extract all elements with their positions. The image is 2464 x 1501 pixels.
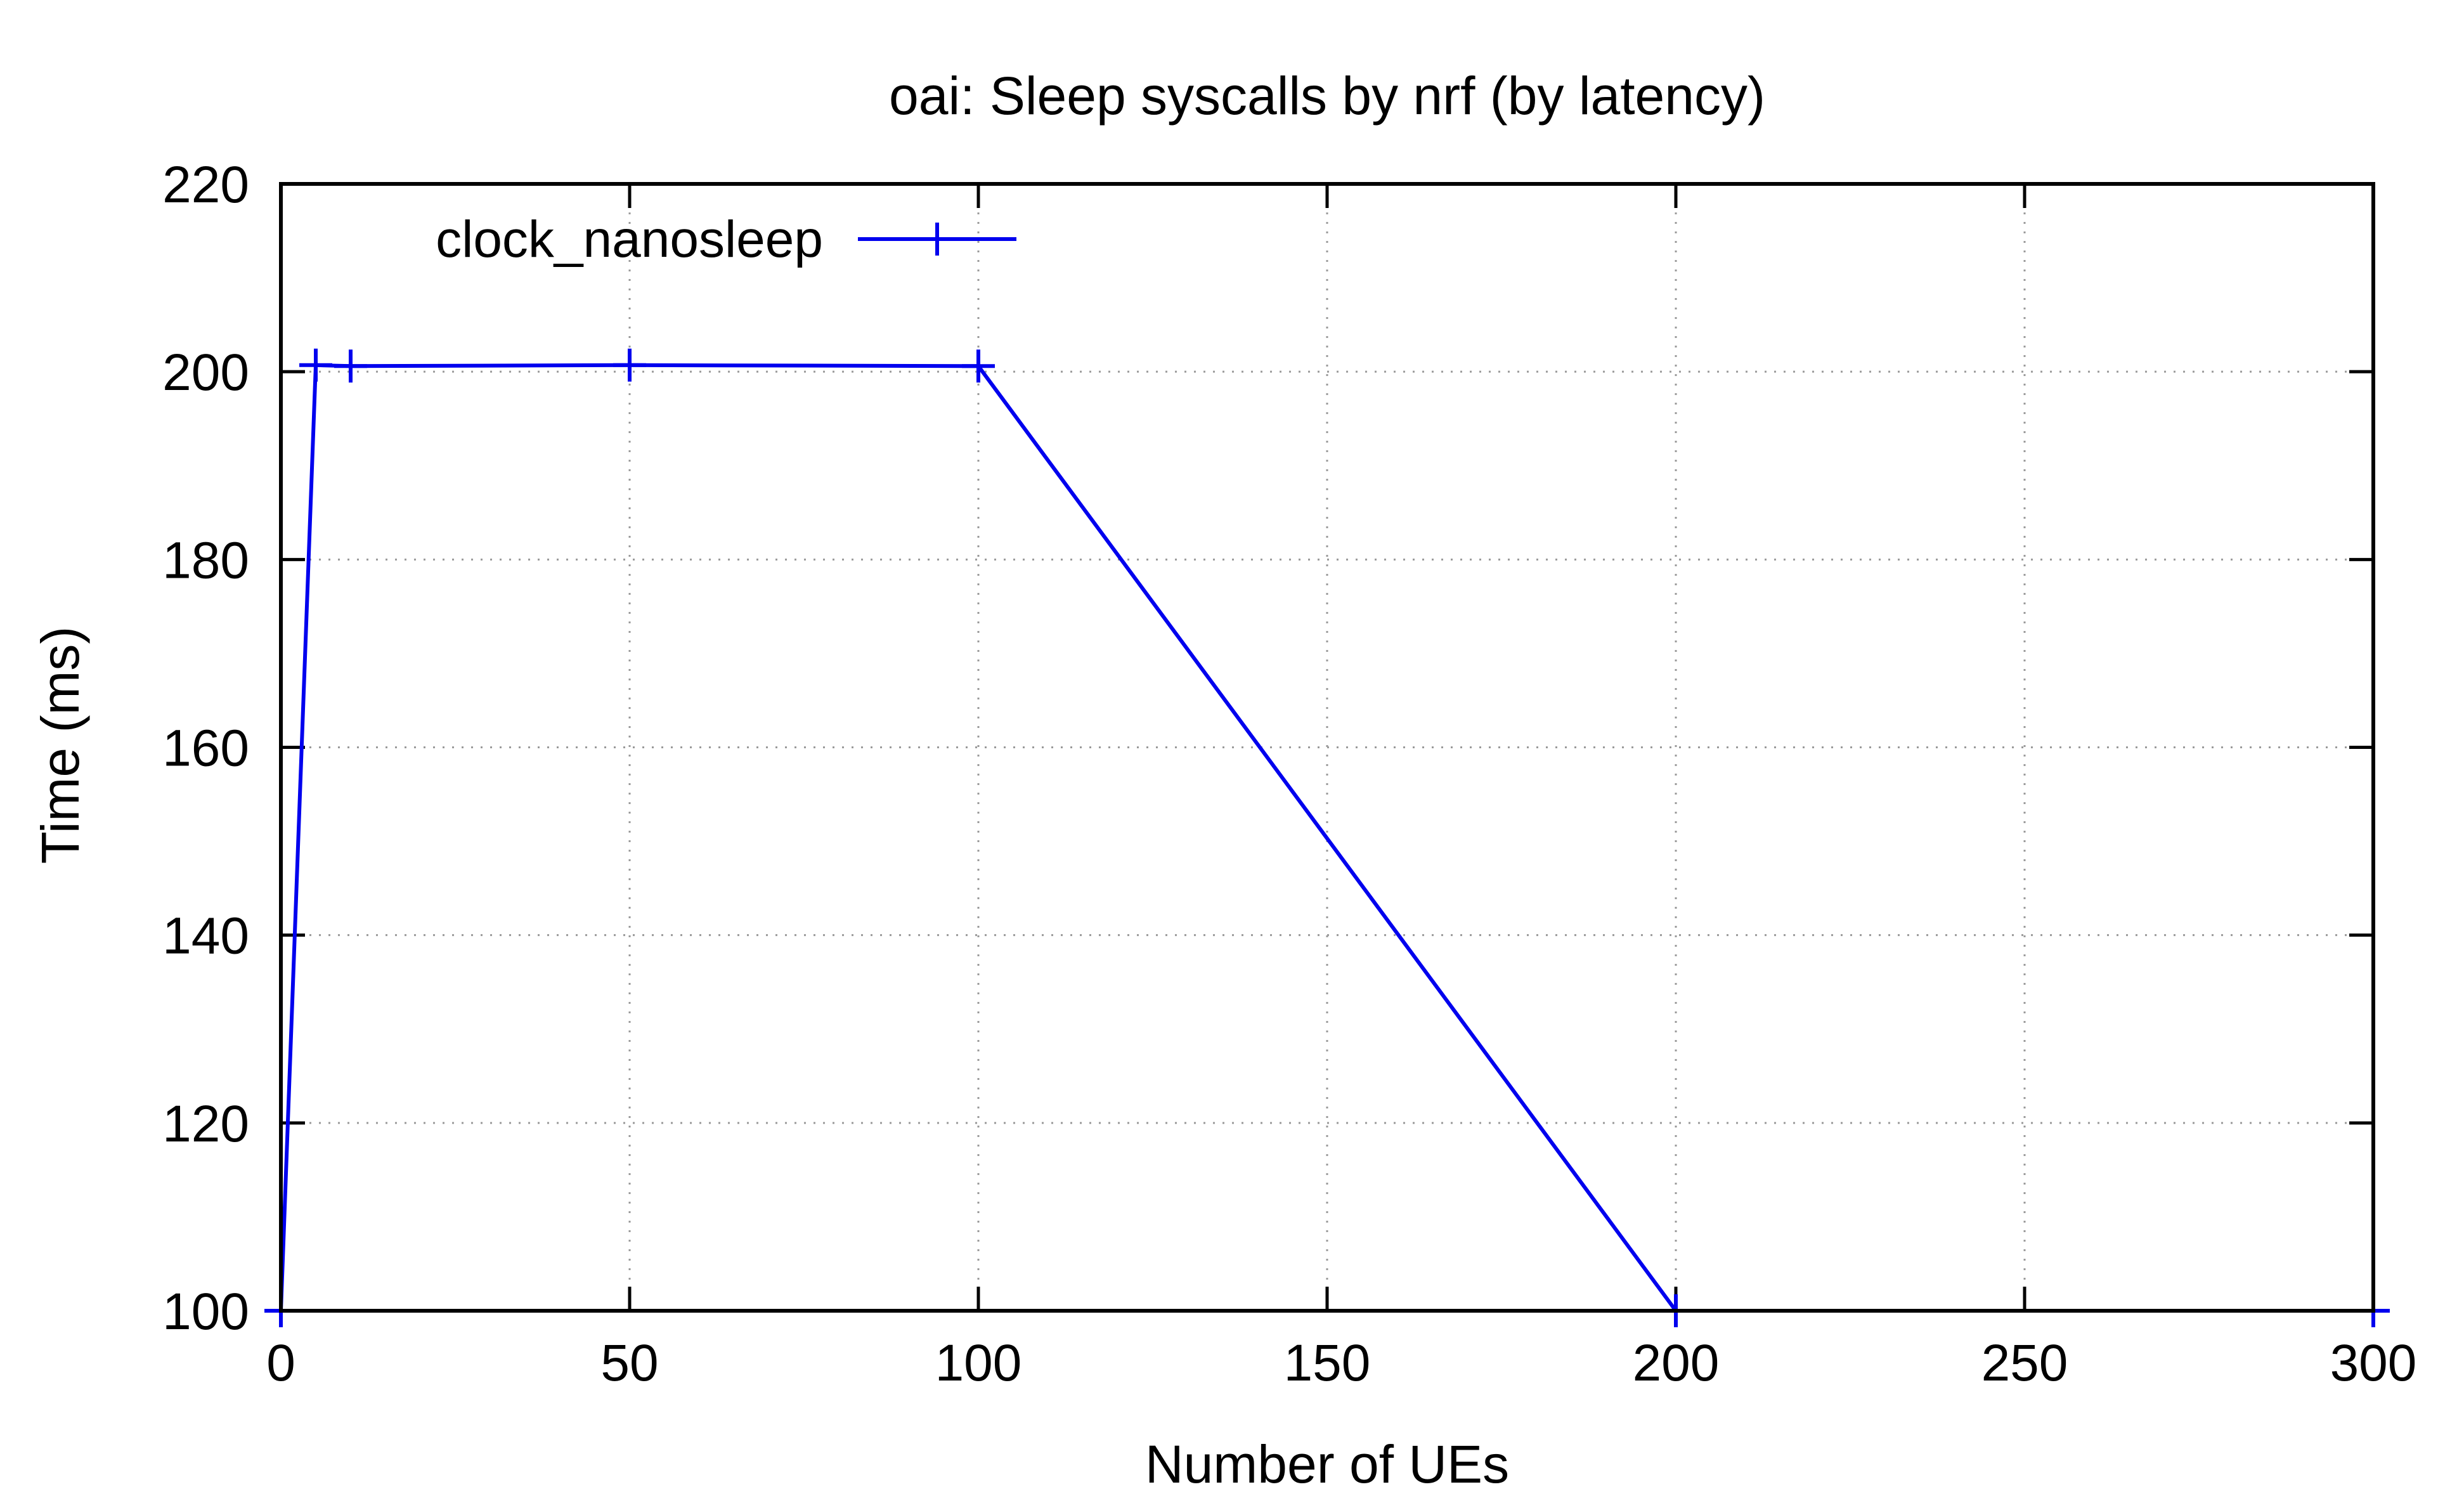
x-tick-label: 0 <box>266 1334 295 1392</box>
y-tick-label: 160 <box>162 720 249 777</box>
grid-lines <box>281 184 2373 1311</box>
data-point <box>962 349 995 383</box>
y-tick-label: 140 <box>162 907 249 965</box>
y-tick-label: 120 <box>162 1095 249 1153</box>
data-point <box>613 348 646 382</box>
data-point <box>334 349 367 383</box>
y-tick-label: 180 <box>162 531 249 589</box>
x-tick-label: 100 <box>935 1334 1022 1392</box>
legend: clock_nanosleep <box>436 211 1016 268</box>
y-tick-label: 100 <box>162 1283 249 1341</box>
x-axis-label: Number of UEs <box>1145 1434 1509 1494</box>
plot-frame <box>279 182 2375 1313</box>
chart-title: oai: Sleep syscalls by nrf (by latency) <box>889 66 1765 126</box>
axes: 0 50 100 150 200 250 300 100 120 140 160 180 200 220 <box>162 156 2416 1392</box>
labels: oai: Sleep syscalls by nrf (by latency) … <box>30 66 1765 1494</box>
y-axis-label: Time (ms) <box>30 627 90 864</box>
x-tick-label: 50 <box>600 1334 658 1392</box>
x-tick-label: 150 <box>1284 1334 1371 1392</box>
data-point <box>299 348 332 382</box>
x-tick-label: 200 <box>1633 1334 1720 1392</box>
y-tick-label: 220 <box>162 156 249 214</box>
y-tick-label: 200 <box>162 344 249 401</box>
plot-border <box>279 182 2375 1313</box>
x-tick-label: 250 <box>1981 1334 2068 1392</box>
x-tick-label: 300 <box>2330 1334 2417 1392</box>
legend-label: clock_nanosleep <box>436 211 823 268</box>
